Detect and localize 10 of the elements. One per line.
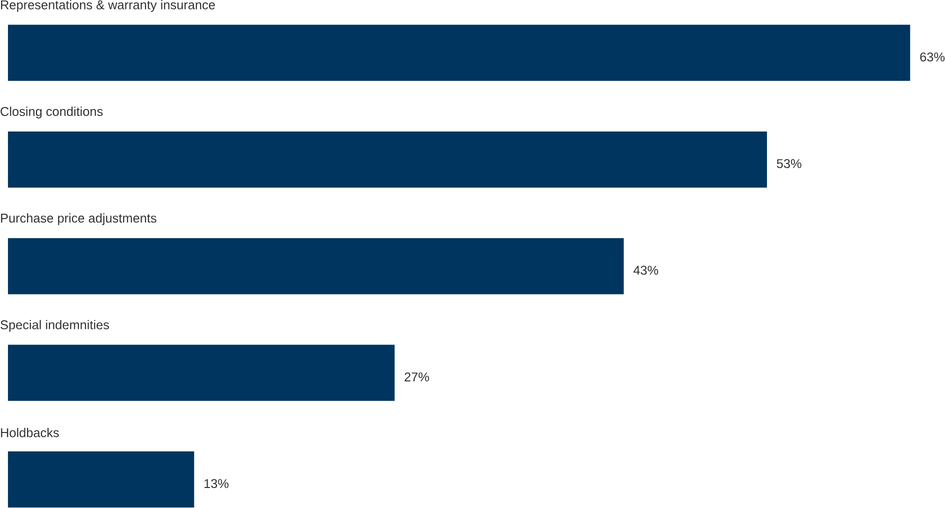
- data-label: 13%: [204, 479, 228, 488]
- y-tick-label: Special indemnities: [0, 320, 110, 332]
- y-tick-label: Closing conditions: [0, 106, 103, 119]
- y-tick-label: Holdbacks: [1, 428, 59, 438]
- data-label: 53%: [776, 159, 802, 168]
- y-tick-label: Representations & warranty insurance: [1, 0, 215, 12]
- data-label: 43%: [633, 266, 658, 275]
- data-label: 63%: [920, 52, 945, 62]
- data-label: 27%: [404, 372, 429, 382]
- y-tick-label: Purchase price adjustments: [1, 214, 156, 226]
